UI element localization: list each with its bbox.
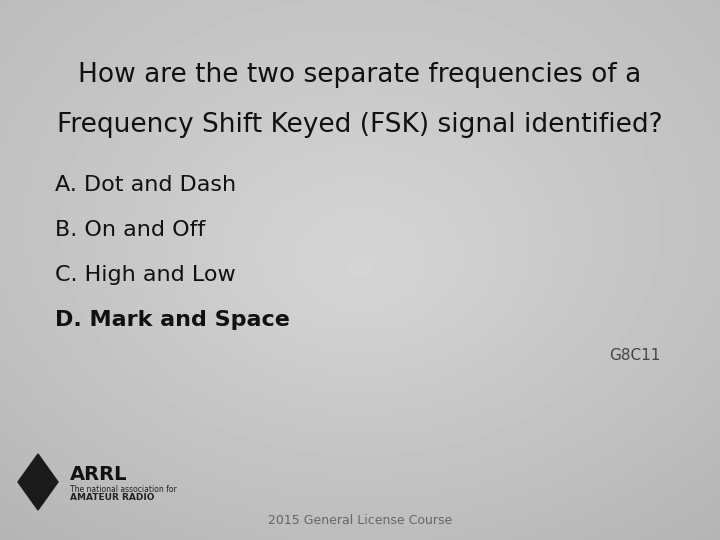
Text: 2015 General License Course: 2015 General License Course [268, 514, 452, 526]
Text: G8C11: G8C11 [608, 348, 660, 362]
Text: How are the two separate frequencies of a: How are the two separate frequencies of … [78, 62, 642, 88]
Text: A. Dot and Dash: A. Dot and Dash [55, 175, 236, 195]
Text: ARRL: ARRL [70, 465, 127, 484]
Text: The national association for: The national association for [70, 485, 176, 495]
Text: B. On and Off: B. On and Off [55, 220, 205, 240]
Text: AMATEUR RADIO: AMATEUR RADIO [70, 494, 155, 503]
Text: D. Mark and Space: D. Mark and Space [55, 310, 290, 330]
Text: C. High and Low: C. High and Low [55, 265, 235, 285]
Polygon shape [18, 454, 58, 510]
Text: Frequency Shift Keyed (FSK) signal identified?: Frequency Shift Keyed (FSK) signal ident… [57, 112, 663, 138]
